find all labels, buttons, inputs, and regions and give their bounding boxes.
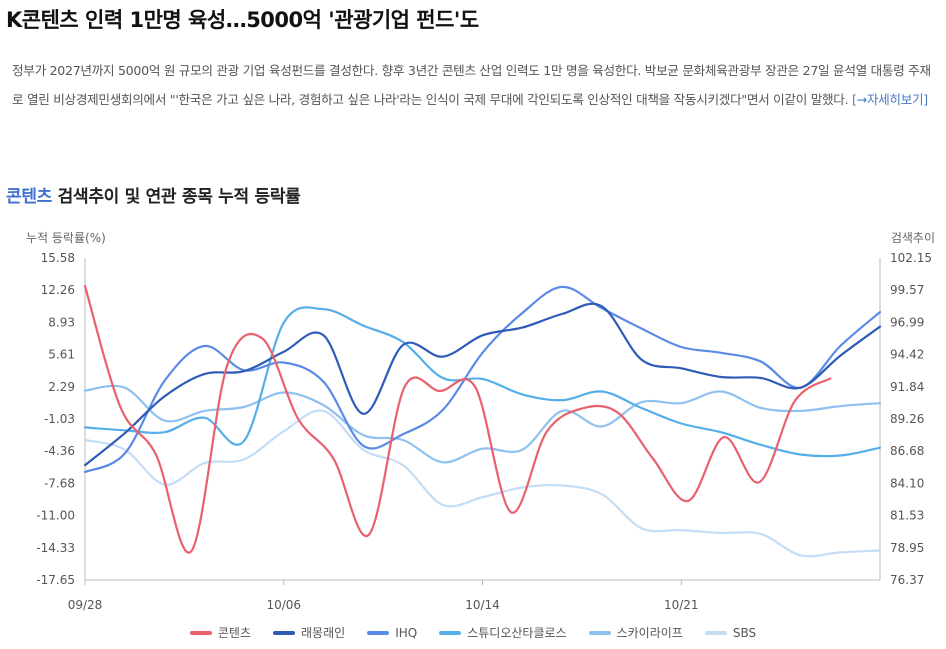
section-title-keyword: 콘텐츠 bbox=[6, 187, 53, 207]
series-line-스튜디오산타클로스 bbox=[83, 306, 882, 458]
y-tick-left: 12.26 bbox=[41, 283, 75, 297]
y-tick-right: 102.15 bbox=[890, 251, 932, 265]
legend-label: 스튜디오산타클로스 bbox=[467, 626, 567, 640]
y-tick-right: 76.37 bbox=[890, 573, 924, 587]
y-tick-left: -7.68 bbox=[44, 476, 75, 490]
y-tick-left: 5.61 bbox=[48, 348, 75, 362]
y-tick-left: -4.36 bbox=[44, 444, 75, 458]
legend-item[interactable]: IHQ bbox=[367, 624, 417, 641]
legend-swatch bbox=[273, 630, 296, 635]
y-tick-right: 86.68 bbox=[890, 444, 924, 458]
y-tick-right: 84.10 bbox=[890, 476, 924, 490]
y-tick-right: 89.26 bbox=[890, 412, 924, 426]
read-more-link[interactable]: [→자세히보기] bbox=[851, 92, 928, 107]
y-tick-right: 96.99 bbox=[890, 315, 924, 329]
y-axis-label-right: 검색추이 bbox=[891, 231, 935, 245]
legend-item[interactable]: SBS bbox=[704, 624, 757, 641]
series-line-스카이라이프 bbox=[83, 384, 882, 464]
legend-swatch bbox=[588, 630, 611, 635]
y-tick-left: 15.58 bbox=[41, 251, 75, 265]
y-tick-left: -14.33 bbox=[36, 541, 75, 555]
legend-item[interactable]: 래몽래인 bbox=[273, 624, 345, 641]
y-tick-right: 81.53 bbox=[890, 509, 924, 523]
y-axis-label-left: 누적 등락률(%) bbox=[26, 231, 106, 245]
article-headline: K콘텐츠 인력 1만명 육성…5000억 '관광기업 펀드'도 bbox=[6, 8, 479, 32]
y-tick-left: 2.29 bbox=[48, 380, 75, 394]
legend-label: IHQ bbox=[395, 625, 418, 640]
legend-item[interactable]: 스카이라이프 bbox=[588, 624, 683, 641]
x-tick-label: 10/14 bbox=[465, 598, 500, 612]
series-line-콘텐츠 bbox=[83, 285, 832, 554]
series-line-SBS bbox=[83, 409, 882, 558]
section-title-rest: 검색추이 및 연관 종목 누적 등락률 bbox=[52, 187, 301, 207]
chart-legend: 콘텐츠 래몽래인 IHQ 스튜디오산타클로스 스카이라이프 SBS bbox=[0, 624, 946, 641]
series-line-래몽래인 bbox=[83, 302, 882, 467]
legend-label: 스카이라이프 bbox=[616, 626, 683, 640]
y-tick-left: -17.65 bbox=[36, 573, 75, 587]
legend-swatch bbox=[704, 630, 727, 635]
x-tick-label: 09/28 bbox=[68, 598, 103, 612]
series-line-IHQ bbox=[83, 285, 882, 474]
legend-label: SBS bbox=[732, 625, 757, 640]
x-tick-label: 10/21 bbox=[664, 598, 699, 612]
legend-label: 콘텐츠 bbox=[217, 626, 252, 640]
legend-swatch bbox=[189, 630, 212, 635]
x-tick-label: 10/06 bbox=[266, 598, 301, 612]
y-tick-left: 8.93 bbox=[48, 315, 75, 329]
y-tick-right: 91.84 bbox=[890, 380, 924, 394]
legend-swatch bbox=[367, 630, 390, 635]
y-tick-right: 94.42 bbox=[890, 348, 924, 362]
y-tick-right: 99.57 bbox=[890, 283, 924, 297]
y-tick-left: -11.00 bbox=[36, 509, 75, 523]
legend-item[interactable]: 스튜디오산타클로스 bbox=[439, 624, 567, 641]
article-body: 정부가 2027년까지 5000억 원 규모의 관광 기업 육성펀드를 결성한다… bbox=[12, 56, 940, 114]
y-tick-left: -1.03 bbox=[44, 412, 75, 426]
article-body-text: 정부가 2027년까지 5000억 원 규모의 관광 기업 육성펀드를 결성한다… bbox=[12, 63, 931, 107]
chart-section-title: 콘텐츠 검색추이 및 연관 종목 누적 등락률 bbox=[6, 182, 301, 207]
legend-swatch bbox=[439, 630, 462, 635]
legend-label: 래몽래인 bbox=[301, 626, 346, 640]
y-tick-right: 78.95 bbox=[890, 541, 924, 555]
legend-item[interactable]: 콘텐츠 bbox=[189, 624, 252, 641]
